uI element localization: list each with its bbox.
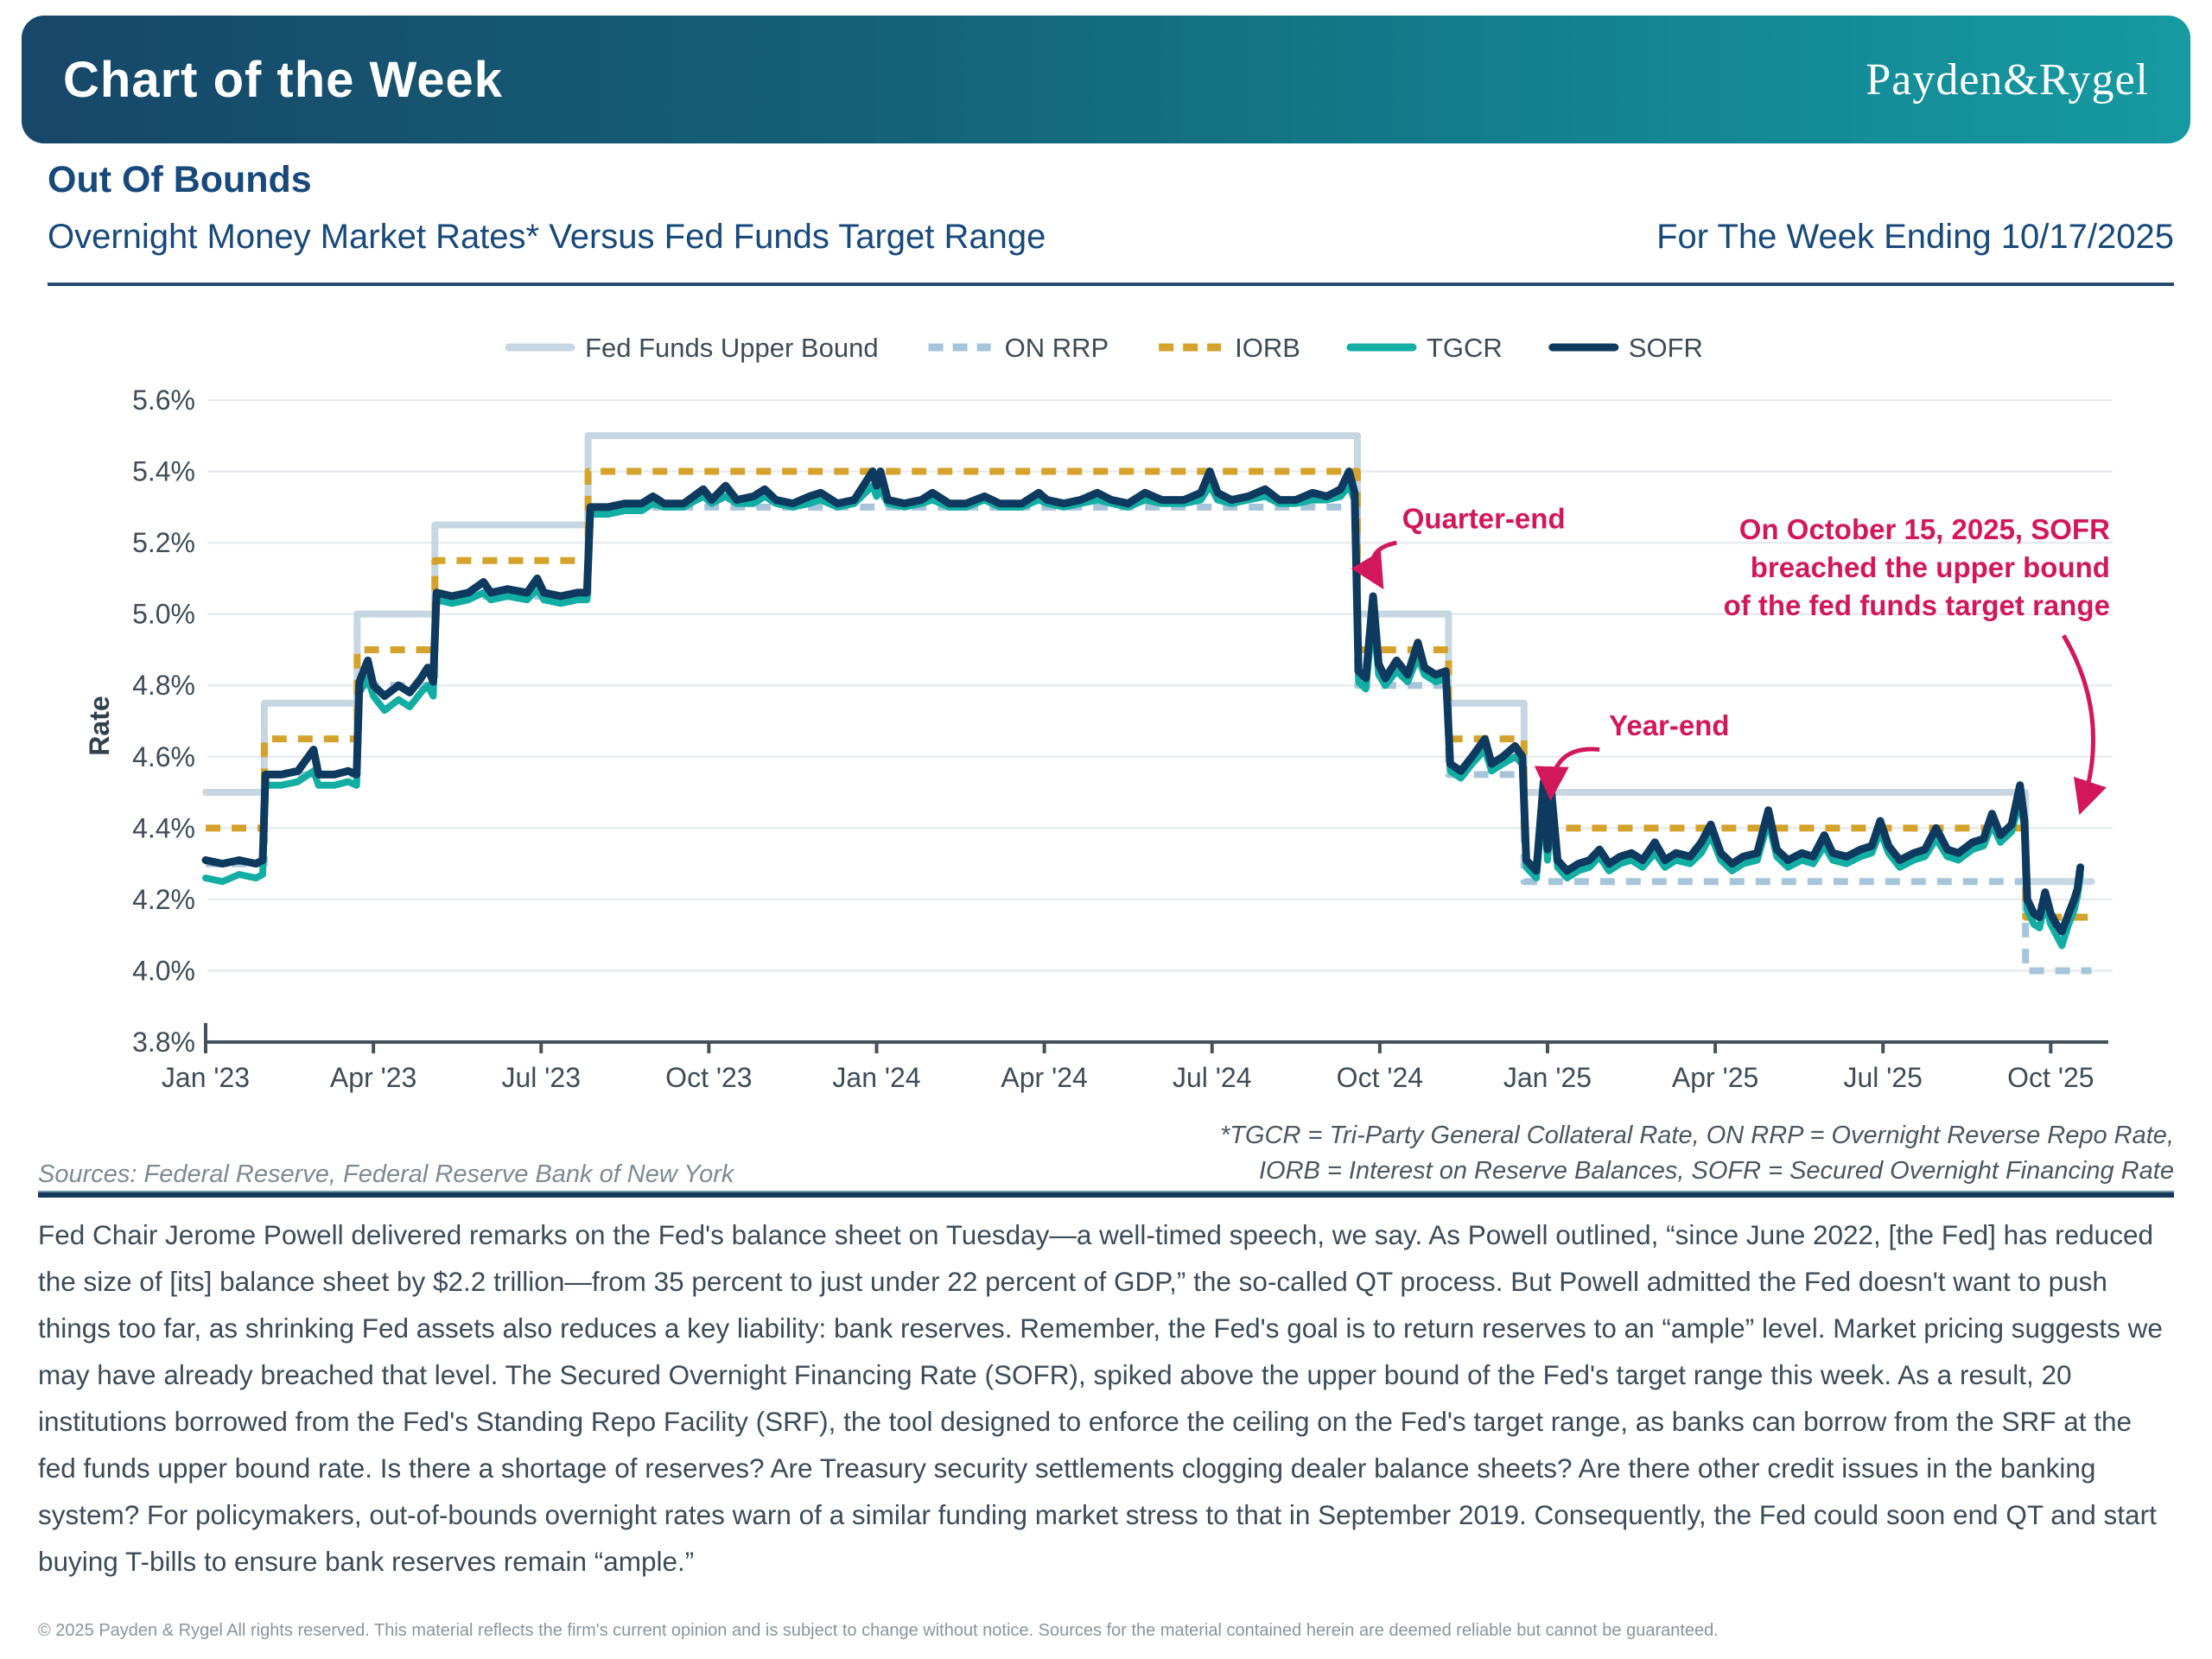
legend-label: TGCR <box>1427 333 1503 363</box>
y-tick-label: 4.0% <box>132 955 195 986</box>
y-tick-label: 5.2% <box>132 527 195 558</box>
x-tick-label: Oct '25 <box>2007 1062 2094 1093</box>
page-title: Chart of the Week <box>63 51 504 108</box>
series-tgcr <box>202 482 2084 950</box>
commentary-paragraph: Fed Chair Jerome Powell delivered remark… <box>38 1219 2163 1577</box>
annotation-oct-15-breach: On October 15, 2025, SOFR <box>1739 513 2110 545</box>
annotation-year-end: Year-end <box>1609 709 1729 741</box>
legend-label: Fed Funds Upper Bound <box>585 333 879 363</box>
sources-note: Sources: Federal Reserve, Federal Reserv… <box>38 1160 734 1188</box>
y-tick-label: 5.4% <box>132 456 195 487</box>
x-tick-label: Oct '24 <box>1337 1062 1423 1093</box>
copyright-footer: © 2025 Payden & Rygel All rights reserve… <box>38 1621 1719 1640</box>
x-tick-label: Jan '23 <box>162 1062 250 1093</box>
section-divider <box>38 1191 2174 1198</box>
x-tick-label: Jan '25 <box>1503 1062 1592 1093</box>
rates-chart: 5.6% 5.4% 5.2% 5.0% 4.8% 4.6% 4.4% 4.2% 4.0% 3.8%… <box>84 333 2113 1093</box>
x-tick-label: Jul '23 <box>501 1062 581 1093</box>
annotation-arrow-year-end <box>1534 747 1600 802</box>
rate-definitions-line1: *TGCR = Tri-Party General Collateral Rat… <box>1220 1122 2174 1149</box>
x-tick-label: Jan '24 <box>832 1062 920 1093</box>
legend-label: ON RRP <box>1005 333 1109 363</box>
legend-label: IORB <box>1235 333 1300 363</box>
week-ending-date: For The Week Ending 10/17/2025 <box>1656 218 2174 256</box>
series-iorb <box>206 467 2092 921</box>
y-axis-label: Rate <box>84 696 115 755</box>
chart-subtitle: Overnight Money Market Rates* Versus Fed… <box>48 218 1046 256</box>
x-tick-label: Oct '23 <box>665 1062 752 1093</box>
legend-label: SOFR <box>1629 333 1703 363</box>
subtitle-row: Overnight Money Market Rates* Versus Fed… <box>48 218 2174 257</box>
annotation-arrow-quarter-end <box>1351 540 1397 590</box>
series-sofr <box>201 467 2085 936</box>
annotation-quarter-end: Quarter-end <box>1402 503 1566 535</box>
payden-rygel-logo: Payden&Rygel <box>1866 54 2149 105</box>
annotation-oct-15-breach: of the fed funds target range <box>1724 589 2110 621</box>
y-tick-label: 4.6% <box>132 741 195 772</box>
x-tick-label: Apr '25 <box>1672 1062 1758 1093</box>
x-tick-label: Apr '24 <box>1001 1062 1087 1093</box>
y-tick-label: 4.2% <box>132 884 195 915</box>
header-divider <box>48 283 2174 286</box>
x-tick-label: Jul '25 <box>1843 1062 1923 1093</box>
annotation-oct-15-breach: breached the upper bound <box>1751 551 2110 583</box>
series-fed-funds-upper-bound <box>202 432 2095 886</box>
y-tick-label: 3.8% <box>132 1027 195 1058</box>
y-tick-label: 5.6% <box>132 385 195 416</box>
footnote-row: Sources: Federal Reserve, Federal Reserv… <box>38 1118 2174 1189</box>
annotation-arrow-oct-15-breach <box>2062 634 2107 816</box>
chart-headline: Out Of Bounds <box>48 159 312 200</box>
rate-definitions-line2: IORB = Interest on Reserve Balances, SOF… <box>1258 1157 2174 1185</box>
x-tick-label: Apr '23 <box>330 1062 416 1093</box>
y-tick-label: 5.0% <box>132 599 195 630</box>
rate-definitions: *TGCR = Tri-Party General Collateral Rat… <box>1220 1118 2174 1189</box>
legend: Fed Funds Upper Bound ON RRP IORB TGCR SOFR <box>505 333 1703 363</box>
x-tick-label: Jul '24 <box>1173 1062 1252 1093</box>
y-tick-label: 4.4% <box>132 812 195 843</box>
y-tick-label: 4.8% <box>132 670 195 701</box>
header-banner: Chart of the Week Payden&Rygel <box>22 16 2190 143</box>
